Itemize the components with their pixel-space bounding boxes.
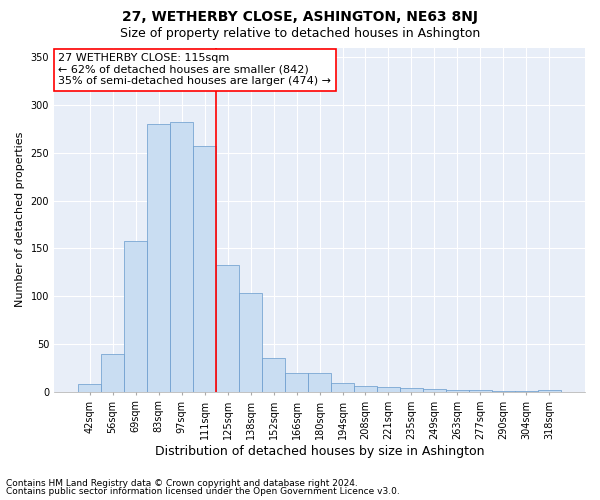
Bar: [446, 390, 469, 392]
Y-axis label: Number of detached properties: Number of detached properties: [15, 132, 25, 308]
Bar: [354, 386, 377, 392]
X-axis label: Distribution of detached houses by size in Ashington: Distribution of detached houses by size …: [155, 444, 484, 458]
Bar: [515, 391, 538, 392]
Bar: [538, 390, 561, 392]
Bar: [239, 294, 262, 392]
Bar: [124, 240, 147, 392]
Text: Contains public sector information licensed under the Open Government Licence v3: Contains public sector information licen…: [6, 487, 400, 496]
Bar: [101, 354, 124, 392]
Bar: [423, 389, 446, 392]
Bar: [262, 358, 285, 392]
Bar: [469, 390, 492, 392]
Bar: [78, 384, 101, 392]
Bar: [308, 372, 331, 392]
Text: 27 WETHERBY CLOSE: 115sqm
← 62% of detached houses are smaller (842)
35% of semi: 27 WETHERBY CLOSE: 115sqm ← 62% of detac…: [58, 53, 331, 86]
Bar: [285, 372, 308, 392]
Text: Contains HM Land Registry data © Crown copyright and database right 2024.: Contains HM Land Registry data © Crown c…: [6, 478, 358, 488]
Bar: [216, 264, 239, 392]
Text: 27, WETHERBY CLOSE, ASHINGTON, NE63 8NJ: 27, WETHERBY CLOSE, ASHINGTON, NE63 8NJ: [122, 10, 478, 24]
Bar: [377, 387, 400, 392]
Bar: [331, 383, 354, 392]
Bar: [193, 146, 216, 392]
Bar: [492, 391, 515, 392]
Text: Size of property relative to detached houses in Ashington: Size of property relative to detached ho…: [120, 28, 480, 40]
Bar: [147, 124, 170, 392]
Bar: [170, 122, 193, 392]
Bar: [400, 388, 423, 392]
